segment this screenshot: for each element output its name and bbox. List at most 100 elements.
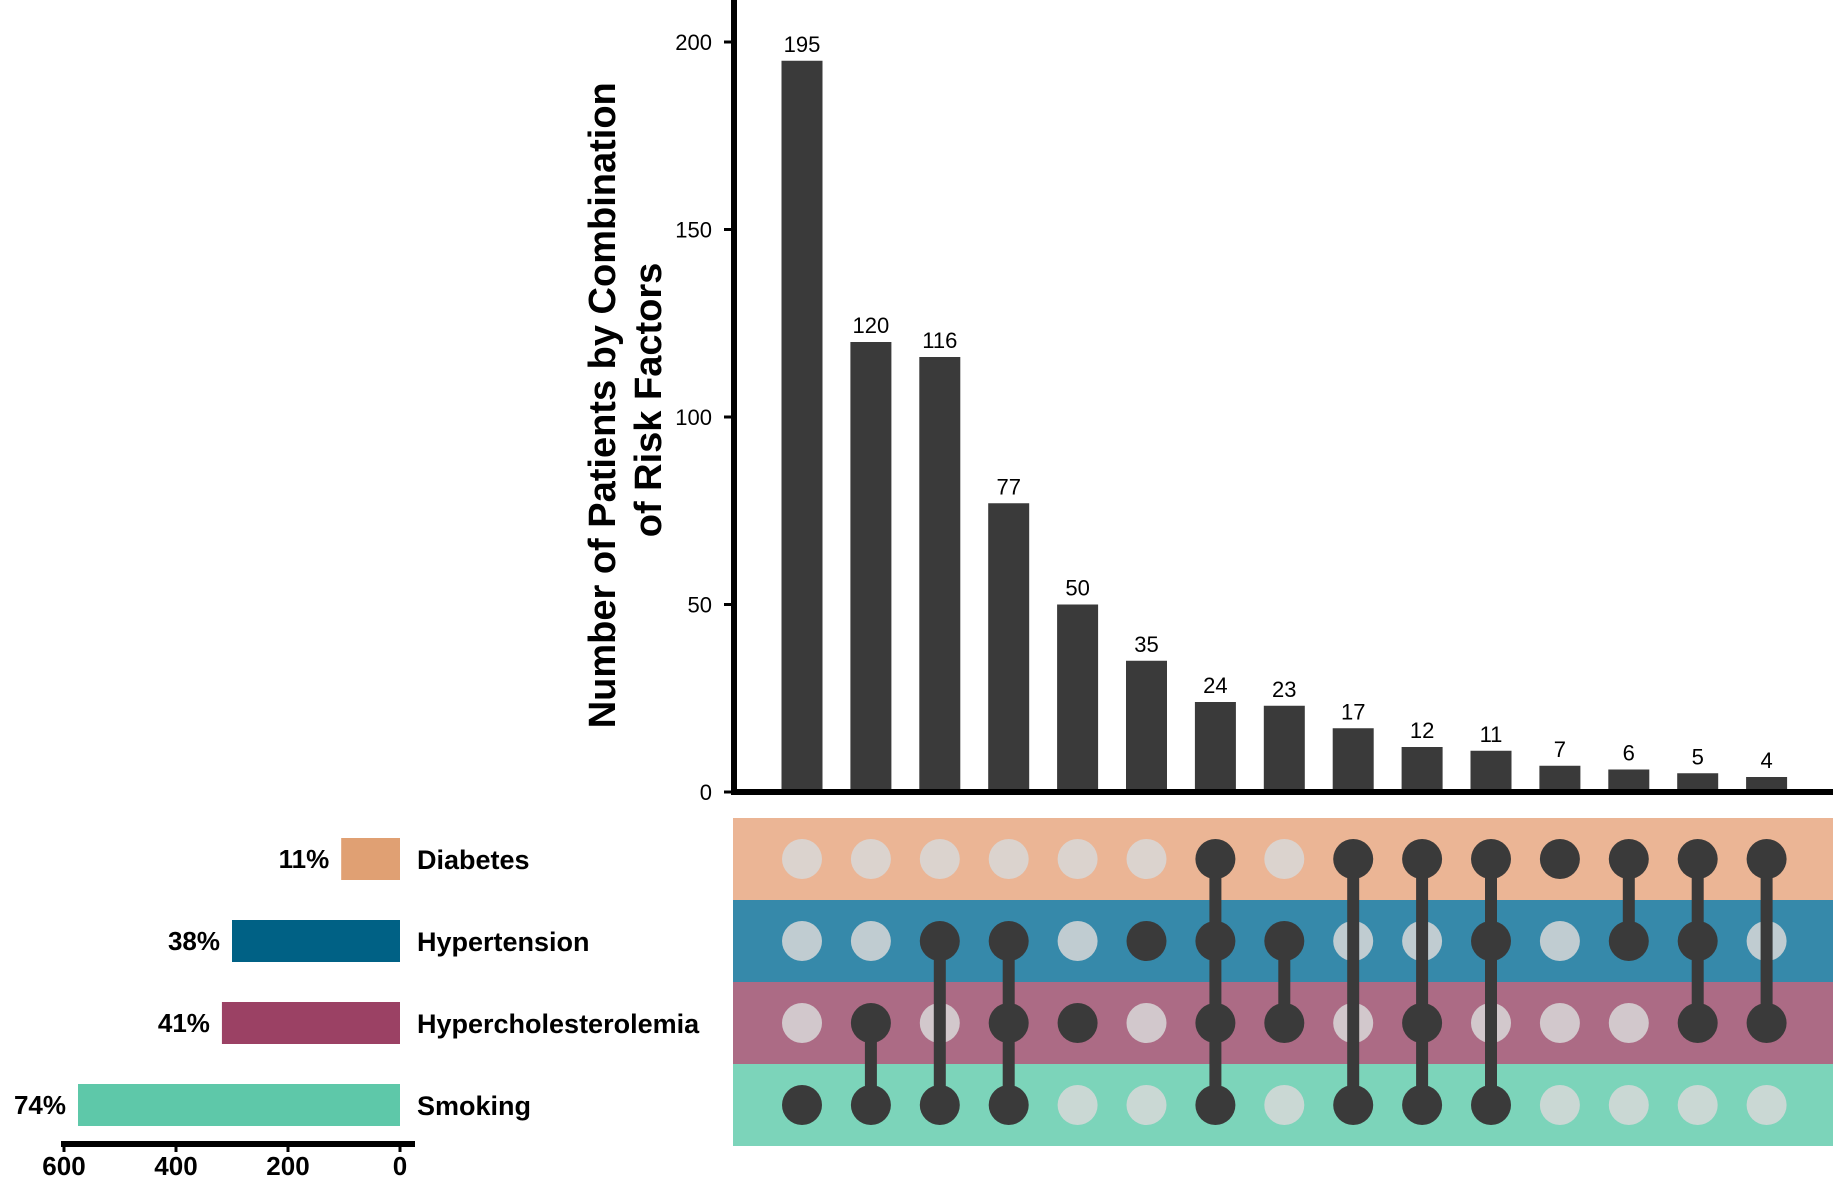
bar-value-label: 12 — [1410, 718, 1434, 743]
set-size-bars — [78, 838, 400, 1126]
y-axis-title-line-1: Number of Patients by Combination — [582, 82, 624, 728]
matrix-dot-active — [1746, 839, 1787, 879]
bar-value-label: 7 — [1554, 737, 1566, 762]
intersection-bar — [1332, 728, 1374, 792]
intersection-bar — [1746, 777, 1788, 792]
set-percent-label: 11% — [279, 844, 330, 874]
matrix-dot-inactive — [1608, 1003, 1649, 1043]
intersection-bar — [919, 357, 961, 792]
matrix-dot-inactive — [1539, 1085, 1580, 1125]
matrix-dot-inactive — [782, 921, 822, 961]
set-size-tick-label: 400 — [154, 1151, 197, 1181]
intersection-matrix — [782, 839, 1787, 1125]
matrix-dot-inactive — [1057, 1085, 1098, 1125]
set-size-tick-label: 0 — [393, 1151, 407, 1181]
matrix-dot-active — [1677, 1003, 1718, 1043]
intersection-bars — [781, 60, 1788, 792]
matrix-dot-inactive — [1126, 1003, 1167, 1043]
matrix-dot-active — [1195, 1003, 1236, 1043]
set-size-bar-smoking — [78, 1084, 400, 1126]
matrix-dot-inactive — [850, 921, 891, 961]
set-size-bar-diabetes — [341, 838, 400, 880]
matrix-dot-active — [1126, 921, 1167, 961]
matrix-dot-inactive — [1608, 1085, 1649, 1125]
set-name-label: Hypercholesterolemia — [417, 1009, 700, 1039]
bar-value-label: 77 — [996, 474, 1020, 499]
matrix-dot-inactive — [1264, 839, 1305, 879]
matrix-dot-active — [1402, 1085, 1443, 1125]
intersection-bar — [781, 60, 823, 792]
set-size-axis: 600 400 200 0 — [42, 1141, 415, 1181]
bar-value-label: 5 — [1692, 744, 1704, 769]
matrix-dot-active — [1264, 921, 1305, 961]
matrix-dot-active — [1746, 1003, 1787, 1043]
matrix-dot-active — [850, 1003, 891, 1043]
y-tick-label: 50 — [688, 593, 712, 618]
intersection-bar — [850, 342, 892, 792]
matrix-dot-active — [919, 1085, 960, 1125]
bar-value-label: 116 — [922, 328, 957, 353]
matrix-dot-active — [1402, 839, 1443, 879]
matrix-dot-active — [1333, 839, 1374, 879]
matrix-dot-active — [1195, 1085, 1236, 1125]
matrix-dot-active — [1057, 1003, 1098, 1043]
set-percent-label: 41% — [158, 1008, 210, 1038]
matrix-dot-active — [1471, 1085, 1511, 1125]
set-size-tick-label: 200 — [266, 1151, 309, 1181]
matrix-dot-active — [782, 1085, 822, 1125]
set-percent-label: 38% — [168, 926, 220, 956]
intersection-bar — [988, 503, 1030, 792]
matrix-dot-active — [1539, 839, 1580, 879]
intersection-bar — [1539, 765, 1581, 792]
bar-value-label: 17 — [1341, 699, 1365, 724]
bar-value-label: 35 — [1134, 632, 1158, 657]
matrix-dot-inactive — [782, 1003, 822, 1043]
matrix-dot-active — [1608, 839, 1649, 879]
set-labels: 11% Diabetes 38% Hypertension 41% Hypercholes… — [14, 844, 700, 1121]
bar-value-label: 4 — [1760, 748, 1772, 773]
y-axis-title: Number of Patients by Combination of Ris… — [582, 72, 670, 729]
matrix-dot-active — [919, 921, 960, 961]
matrix-dot-active — [850, 1085, 891, 1125]
matrix-dot-inactive — [1057, 839, 1098, 879]
bar-value-label: 195 — [784, 32, 821, 57]
matrix-dot-inactive — [988, 839, 1029, 879]
matrix-dot-inactive — [1539, 1003, 1580, 1043]
intersection-bar — [1401, 747, 1443, 792]
matrix-dot-inactive — [919, 839, 960, 879]
y-tick-label: 150 — [675, 218, 712, 243]
matrix-dot-active — [1677, 839, 1718, 879]
set-size-tick-label: 600 — [42, 1151, 85, 1181]
set-percent-label: 74% — [14, 1090, 66, 1120]
intersection-bar — [1470, 750, 1512, 792]
matrix-dot-active — [988, 921, 1029, 961]
y-tick-label: 200 — [675, 30, 712, 55]
matrix-dot-inactive — [1677, 1085, 1718, 1125]
matrix-dot-inactive — [1126, 839, 1167, 879]
y-tick-label: 100 — [675, 405, 712, 430]
intersection-bar — [1194, 702, 1236, 792]
intersection-bar — [1608, 769, 1650, 792]
matrix-dot-inactive — [1539, 921, 1580, 961]
matrix-dot-active — [1402, 1003, 1443, 1043]
matrix-dot-active — [1264, 1003, 1305, 1043]
bar-value-label: 120 — [853, 313, 890, 338]
set-name-label: Smoking — [417, 1091, 531, 1121]
y-tick-label: 0 — [700, 780, 712, 805]
bar-value-label: 11 — [1480, 722, 1503, 747]
y-ticks: 0 50 100 150 200 — [675, 30, 734, 805]
matrix-dot-inactive — [1057, 921, 1098, 961]
y-axis — [731, 0, 1833, 795]
matrix-dot-active — [1471, 921, 1511, 961]
bar-value-label: 50 — [1065, 576, 1089, 601]
bar-value-label: 23 — [1272, 677, 1296, 702]
set-name-label: Hypertension — [417, 927, 590, 957]
matrix-dot-active — [1333, 1085, 1374, 1125]
y-axis-title-line-2: of Risk Factors — [628, 263, 670, 538]
set-name-label: Diabetes — [417, 845, 530, 875]
intersection-bar-labels: 195 120 116 77 50 35 24 23 17 12 11 7 6 5 4 — [784, 32, 1773, 773]
matrix-dot-inactive — [1264, 1085, 1305, 1125]
matrix-dot-active — [1195, 921, 1236, 961]
matrix-dot-active — [988, 1003, 1029, 1043]
matrix-dot-active — [988, 1085, 1029, 1125]
